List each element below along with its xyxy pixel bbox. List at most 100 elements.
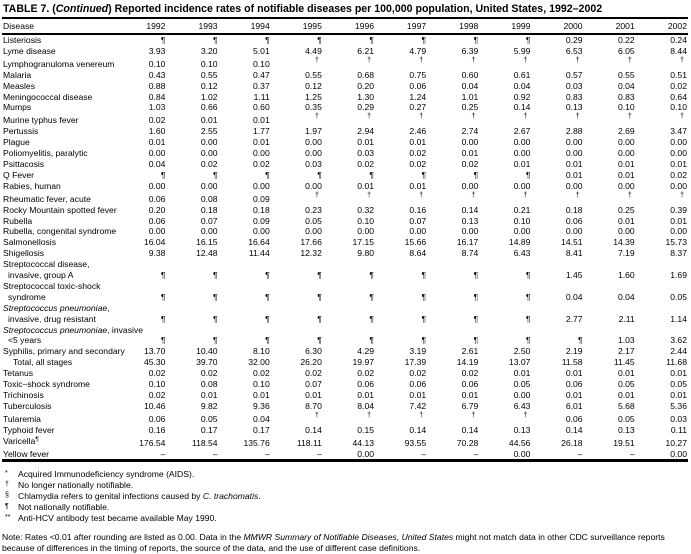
disease-label-line: Pertussis — [3, 126, 113, 137]
disease-label: Tularemia — [2, 412, 114, 425]
text-segment: Varicella — [3, 435, 36, 446]
dagger-footnote-symbol: † — [471, 56, 476, 64]
rate-value: 0.01 — [565, 390, 583, 400]
rate-value: 8.04 — [357, 400, 375, 411]
value-cell: † — [271, 192, 323, 205]
value-cell: ¶ — [323, 281, 375, 303]
value-cell: ¶ — [427, 303, 479, 325]
table-row: Streptococcus pneumoniae, invasive <5 yea… — [2, 325, 688, 347]
value-cell: 2.55 — [166, 126, 218, 137]
value-cell: 3.19 — [375, 346, 427, 357]
value-cell: 0.84 — [114, 92, 166, 103]
text-segment: Total, all stages — [13, 357, 73, 368]
rate-value: 118.11 — [296, 437, 322, 448]
value-cell: 0.60 — [219, 102, 271, 113]
rate-value: 0.09 — [253, 215, 270, 226]
value-cell: 0.10 — [584, 102, 636, 113]
value-cell: 0.20 — [114, 205, 166, 216]
value-cell: 118.11 — [271, 436, 323, 449]
rate-value: 0.00 — [670, 180, 687, 191]
value-cell: 0.16 — [114, 425, 166, 436]
text-segment: Tularemia — [3, 413, 41, 424]
rate-value: 0.00 — [670, 448, 687, 459]
rate-value: 0.09 — [253, 193, 270, 204]
value-cell: 0.29 — [323, 102, 375, 113]
rate-value: 0.00 — [305, 148, 322, 159]
value-cell: 10.40 — [166, 346, 218, 357]
value-cell: 0.00 — [166, 226, 218, 237]
disease-label: Total, all stages — [2, 357, 114, 368]
value-cell: 0.14 — [427, 205, 479, 216]
value-cell: ¶ — [323, 170, 375, 181]
value-cell: 4.29 — [323, 346, 375, 357]
value-cell: 0.01 — [531, 159, 583, 170]
value-cell: 11.68 — [636, 357, 688, 368]
pilcrow-footnote-symbol: ¶ — [160, 291, 166, 302]
text-segment: Rubella — [3, 215, 33, 226]
value-cell: 9.82 — [166, 401, 218, 412]
incidence-table: Disease 1992 1993 1994 1995 1996 1997 1998 1999… — [2, 19, 688, 463]
disease-label: Rabies, human — [2, 181, 114, 192]
rate-value: 0.25 — [461, 102, 479, 113]
rate-value: 0.01 — [461, 148, 479, 159]
pilcrow-footnote-symbol: ¶ — [317, 313, 322, 324]
disease-label: Q Fever — [2, 170, 114, 181]
value-cell: 0.18 — [219, 205, 271, 216]
value-cell: 0.01 — [636, 368, 688, 379]
text-segment: Streptococcus pneumoniae — [3, 324, 108, 335]
rate-value: 0.68 — [357, 69, 375, 80]
value-cell: † — [323, 412, 375, 425]
pilcrow-footnote-symbol: ¶ — [265, 313, 270, 324]
value-cell: 0.00 — [584, 148, 636, 159]
value-cell: 0.04 — [114, 159, 166, 170]
pilcrow-footnote-symbol: ¶ — [525, 313, 531, 324]
value-cell: 0.00 — [427, 181, 479, 192]
rate-value: 26.18 — [561, 437, 583, 448]
value-cell: 0.02 — [427, 368, 479, 379]
pilcrow-footnote-symbol: ¶ — [525, 270, 531, 281]
disease-label-line: Varicella¶ — [3, 436, 113, 449]
rate-value: 2.11 — [618, 313, 635, 324]
value-cell: 45.30 — [114, 357, 166, 368]
value-cell: 0.01 — [584, 390, 636, 401]
rate-value: – — [212, 448, 218, 459]
rate-value: 2.19 — [565, 346, 583, 357]
disease-label: Varicella¶ — [2, 436, 114, 449]
rate-value: 0.64 — [670, 91, 687, 102]
value-cell: 15.66 — [375, 237, 427, 248]
pilcrow-footnote-symbol: ¶ — [421, 313, 427, 324]
rate-value: 2.69 — [617, 126, 635, 137]
rate-value: 0.10 — [513, 215, 531, 226]
text-segment: No longer nationally notifiable. — [18, 480, 134, 491]
footnote-marker: ¶ — [5, 503, 9, 511]
value-cell: 2.67 — [479, 126, 531, 137]
rate-value: 8.37 — [670, 248, 687, 259]
disease-label-line: Trichinosis — [3, 390, 113, 401]
text-segment: Plague — [3, 137, 30, 148]
rate-value: 0.00 — [357, 226, 375, 237]
rate-value: 0.10 — [148, 379, 166, 390]
rate-value: 0.06 — [148, 193, 166, 204]
rate-value: 0.02 — [670, 80, 687, 91]
pilcrow-footnote-symbol: ¶ — [212, 335, 218, 346]
value-cell: 0.14 — [375, 425, 427, 436]
rate-value: 0.10 — [200, 58, 218, 69]
rate-value: 0.14 — [461, 204, 479, 215]
value-cell: 0.10 — [114, 379, 166, 390]
value-cell: ¶ — [271, 259, 323, 281]
rate-value: – — [317, 448, 322, 459]
rate-value: 9.80 — [357, 248, 375, 259]
value-cell: 6.39 — [427, 46, 479, 57]
rate-value: 0.14 — [305, 424, 322, 435]
value-cell: 0.18 — [166, 205, 218, 216]
rate-value: 0.18 — [200, 204, 218, 215]
value-cell: – — [114, 449, 166, 461]
rate-value: 0.07 — [409, 215, 427, 226]
value-cell: 0.00 — [114, 148, 166, 159]
value-cell: 0.01 — [219, 390, 271, 401]
rate-value: 0.02 — [357, 368, 375, 379]
value-cell: 0.10 — [636, 102, 688, 113]
year-column-header: 1993 — [166, 19, 219, 35]
rate-value: 1.60 — [617, 270, 635, 281]
rate-value: 11.44 — [248, 248, 270, 259]
